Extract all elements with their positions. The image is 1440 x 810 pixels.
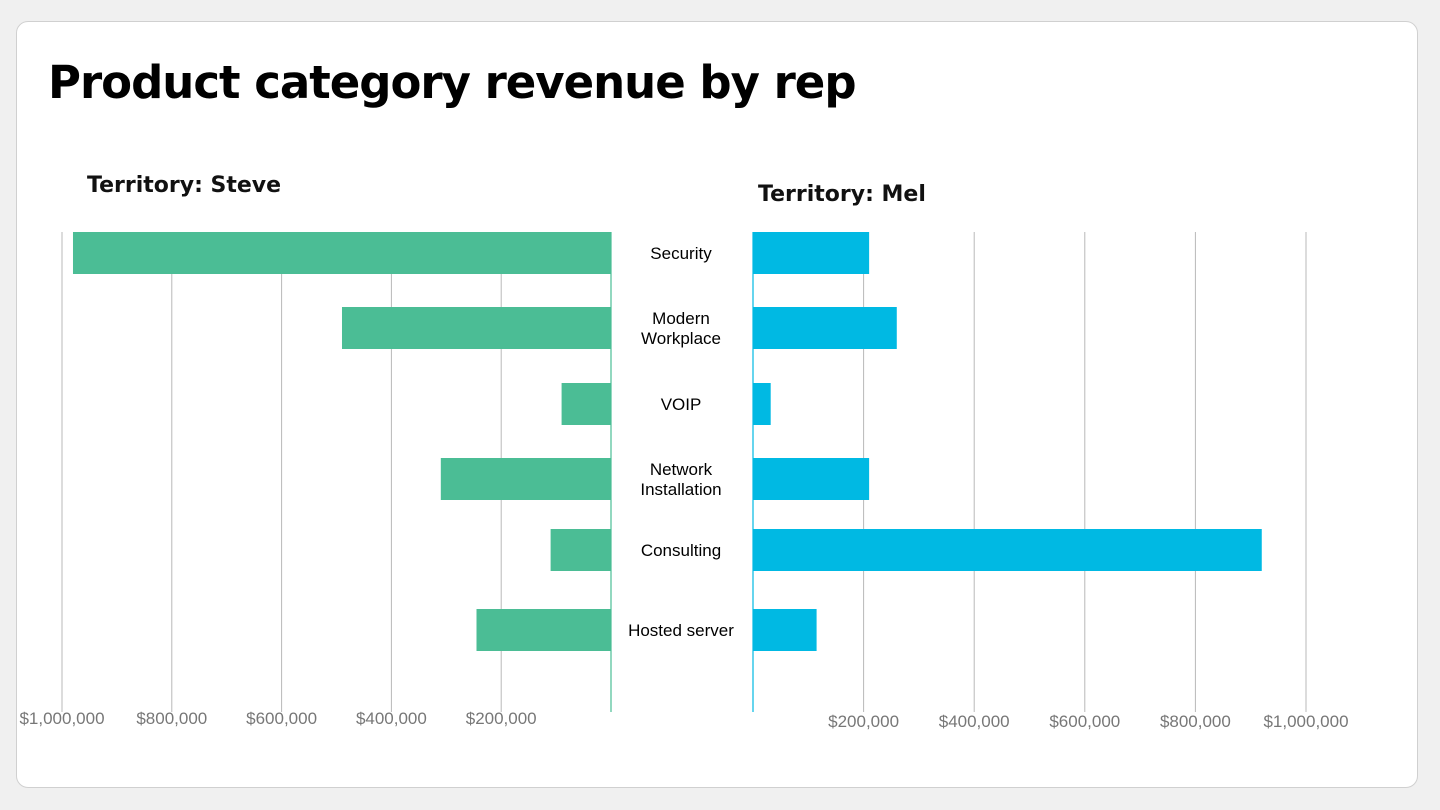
- steve-bar: [440, 458, 611, 500]
- category-label: Modern Workplace: [641, 309, 721, 348]
- panel-title-steve: Territory: Steve: [87, 173, 282, 198]
- steve-bar: [476, 609, 611, 651]
- category-label: Consulting: [641, 541, 721, 560]
- category-label: VOIP: [661, 395, 702, 414]
- chart-card: [16, 21, 1418, 788]
- mel-bar: [753, 609, 817, 651]
- steve-bar: [561, 383, 611, 425]
- steve-bar: [72, 232, 612, 274]
- steve-tick-label: $400,000: [356, 709, 427, 728]
- category-label: Hosted server: [628, 621, 734, 640]
- steve-bar: [341, 307, 611, 349]
- mel-bar: [753, 529, 1262, 571]
- mel-tick-label: $600,000: [1049, 712, 1120, 731]
- category-label: Security: [650, 244, 712, 263]
- mel-bar: [753, 383, 771, 425]
- mel-bar: [753, 458, 870, 500]
- steve-tick-label: $600,000: [246, 709, 317, 728]
- mel-bar: [753, 232, 870, 274]
- mel-tick-label: $400,000: [939, 712, 1010, 731]
- steve-tick-label: $800,000: [136, 709, 207, 728]
- mel-tick-label: $1,000,000: [1263, 712, 1348, 731]
- mel-tick-label: $200,000: [828, 712, 899, 731]
- steve-bar: [550, 529, 611, 571]
- mel-tick-label: $800,000: [1160, 712, 1231, 731]
- panel-title-mel: Territory: Mel: [758, 182, 926, 207]
- category-label: Network Installation: [640, 460, 721, 499]
- page-title: Product category revenue by rep: [48, 56, 857, 109]
- steve-tick-label: $200,000: [466, 709, 537, 728]
- mel-bar: [753, 307, 897, 349]
- steve-tick-label: $1,000,000: [19, 709, 104, 728]
